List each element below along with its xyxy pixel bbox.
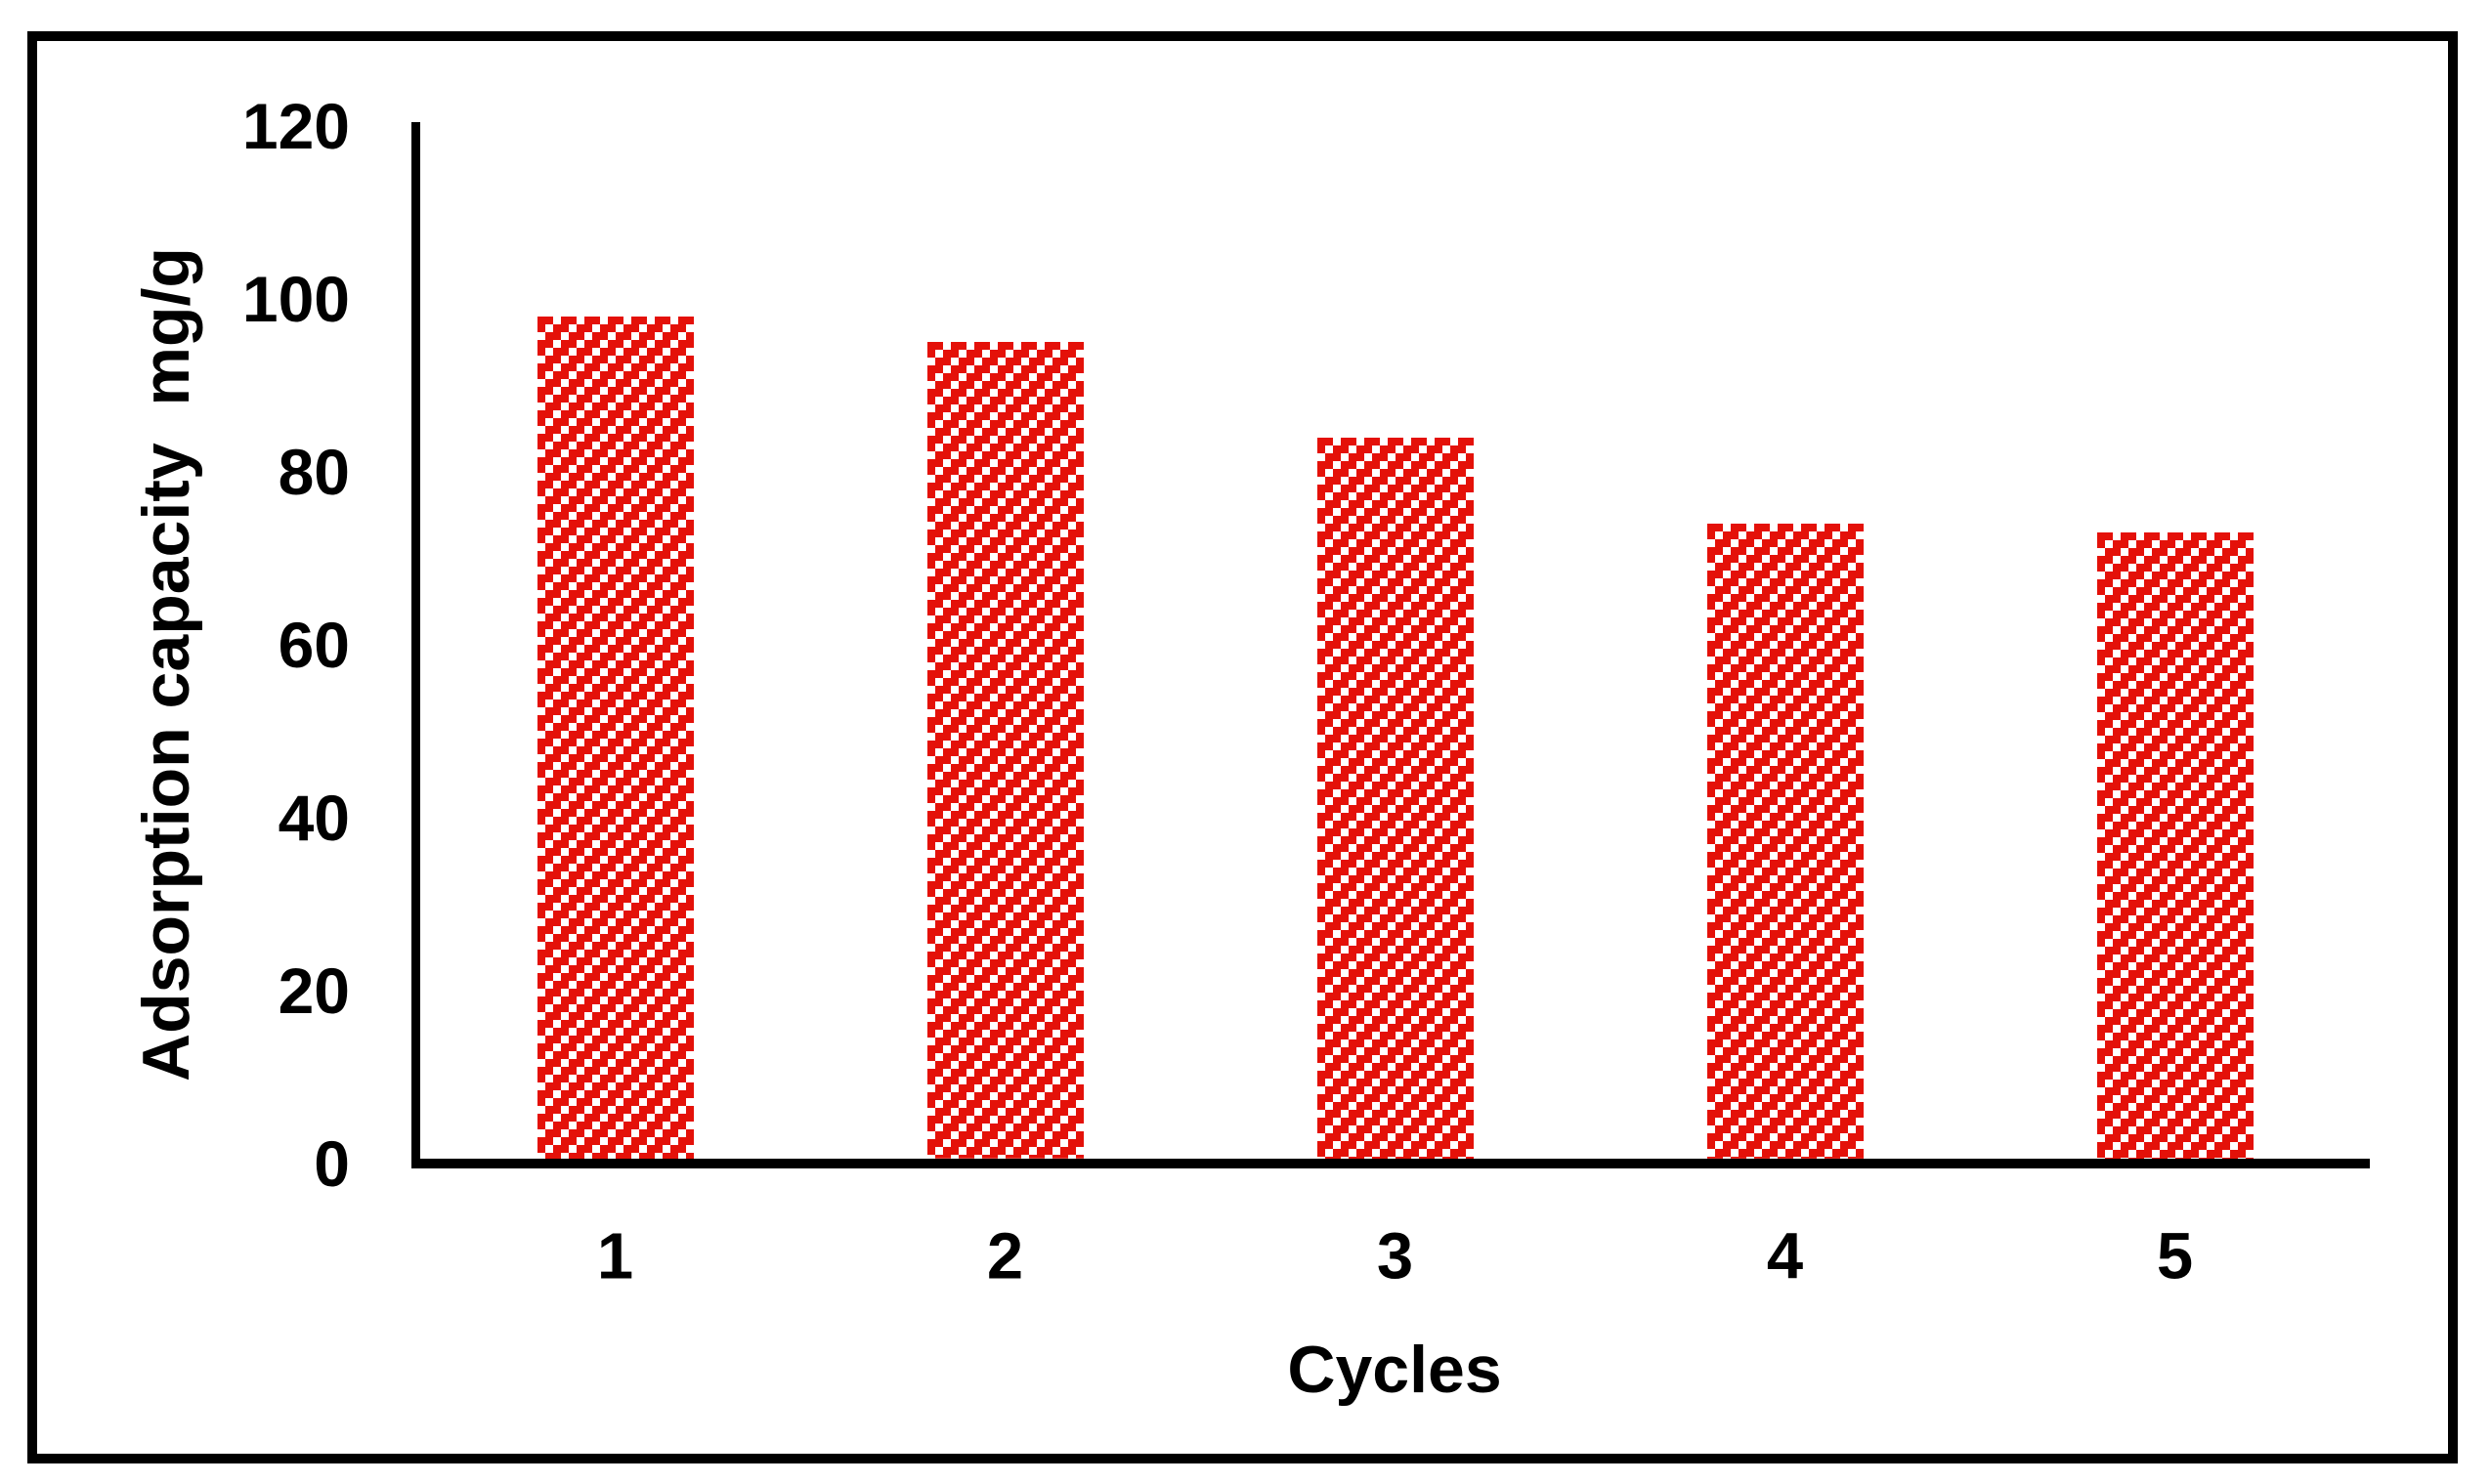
y-tick-label-20: 20	[278, 954, 350, 1027]
y-tick-label-0: 0	[314, 1127, 350, 1200]
bar-cycle-2	[926, 342, 1084, 1159]
bar-cycle-1	[537, 316, 694, 1159]
y-tick-label-120: 120	[241, 90, 350, 162]
y-axis-line	[411, 122, 420, 1168]
bar-cycle-4	[1706, 524, 1864, 1159]
y-tick-label-100: 100	[241, 263, 350, 335]
y-tick-label-60: 60	[278, 609, 350, 681]
x-tick-label-5: 5	[2156, 1219, 2194, 1293]
y-tick-label-40: 40	[278, 782, 350, 854]
x-tick-label-4: 4	[1766, 1219, 1804, 1293]
bar-cycle-5	[2096, 531, 2254, 1159]
x-axis-title: Cycles	[1287, 1333, 1502, 1407]
y-tick-label-80: 80	[278, 436, 350, 508]
x-tick-label-1: 1	[596, 1219, 634, 1293]
x-tick-label-3: 3	[1376, 1219, 1414, 1293]
bar-cycle-3	[1316, 437, 1474, 1159]
x-tick-label-2: 2	[986, 1219, 1024, 1293]
figure-border	[27, 31, 2458, 1463]
x-axis-line	[411, 1159, 2370, 1168]
